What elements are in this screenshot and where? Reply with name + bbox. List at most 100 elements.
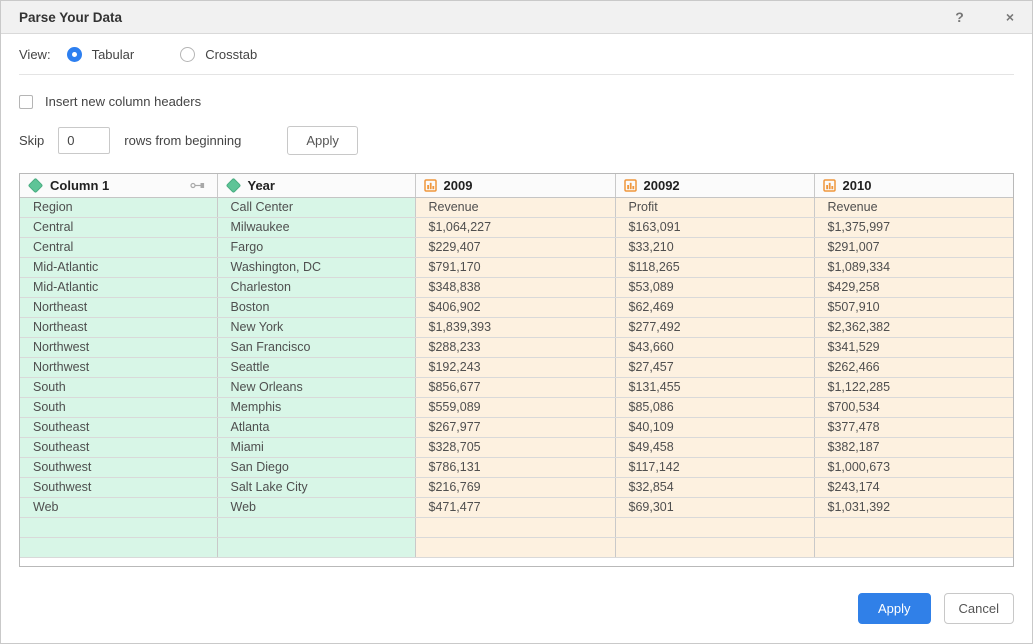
table-cell: Atlanta [216, 417, 415, 438]
table-cell: Region [20, 197, 217, 218]
skip-rows-input[interactable] [58, 127, 111, 154]
table-cell [20, 537, 217, 558]
table-cell: $49,458 [614, 437, 814, 458]
table-cell: $85,086 [614, 397, 814, 418]
rows-from-beginning-label: rows from beginning [124, 133, 242, 148]
column-mapping-icon[interactable] [189, 181, 205, 190]
table-cell: San Francisco [216, 337, 415, 358]
table-cell: $429,258 [813, 277, 1013, 298]
table-cell: New Orleans [216, 377, 415, 398]
table-cell: $291,007 [813, 237, 1013, 258]
measure-icon [822, 179, 836, 192]
cancel-button[interactable]: Cancel [943, 593, 1014, 624]
table-cell: Central [20, 217, 217, 238]
table-cell: Southwest [20, 477, 217, 498]
table-cell: $1,122,285 [813, 377, 1013, 398]
table-row: Southwest San Diego $786,131 $117,142 $1,000… [20, 457, 1013, 478]
table-cell: $27,457 [614, 357, 814, 378]
close-icon[interactable]: × [1005, 9, 1014, 25]
table-cell [614, 537, 814, 558]
table-cell: Seattle [216, 357, 415, 378]
radio-crosstab[interactable]: Crosstab [180, 47, 257, 62]
table-body: Region Call Center Revenue Profit Revenue Cen… [20, 197, 1013, 558]
table-cell: $192,243 [414, 357, 615, 378]
table-cell [414, 517, 615, 538]
table-cell: $382,187 [813, 437, 1013, 458]
table-row: Northwest Seattle $192,243 $27,457 $262,466 [20, 357, 1013, 378]
table-cell: Memphis [216, 397, 415, 418]
table-cell: $43,660 [614, 337, 814, 358]
view-selector-row: View: Tabular Crosstab [1, 34, 1032, 74]
column-header-year[interactable]: Year [216, 174, 415, 198]
table-cell [20, 517, 217, 538]
table-cell: $700,534 [813, 397, 1013, 418]
table-cell: $406,902 [414, 297, 615, 318]
table-cell: $33,210 [614, 237, 814, 258]
skip-apply-button[interactable]: Apply [287, 126, 358, 155]
dimension-icon [27, 177, 44, 194]
column-header-label: Year [247, 177, 275, 193]
table-row: South New Orleans $856,677 $131,455 $1,122,2… [20, 377, 1013, 398]
column-header-label: 2009 [443, 177, 473, 193]
table-cell [216, 517, 415, 538]
table-cell: Web [20, 497, 217, 518]
skip-label: Skip [19, 133, 45, 148]
table-cell: Salt Lake City [216, 477, 415, 498]
table-cell: Web [216, 497, 415, 518]
table-cell: $856,677 [414, 377, 615, 398]
column-header-column1[interactable]: Column 1 [20, 174, 217, 198]
table-cell [813, 537, 1013, 558]
table-cell: $348,838 [414, 277, 615, 298]
table-cell: $507,910 [813, 297, 1013, 318]
insert-headers-row[interactable]: Insert new column headers [19, 94, 1014, 109]
table-cell: San Diego [216, 457, 415, 478]
table-cell: $1,839,393 [414, 317, 615, 338]
table-cell: $1,089,334 [813, 257, 1013, 278]
table-cell: $1,064,227 [414, 217, 615, 238]
table-cell: Northwest [20, 337, 217, 358]
section-divider [19, 74, 1014, 75]
table-cell: $328,705 [414, 437, 615, 458]
table-cell: Washington, DC [216, 257, 415, 278]
table-cell: Fargo [216, 237, 415, 258]
table-cell: Revenue [813, 197, 1013, 218]
table-header-row: Column 1 Year [20, 174, 1013, 198]
table-cell: $267,977 [414, 417, 615, 438]
data-preview-table: Column 1 Year [19, 173, 1014, 567]
table-cell: South [20, 397, 217, 418]
column-header-2010[interactable]: 2010 [813, 174, 1013, 198]
table-cell: New York [216, 317, 415, 338]
table-cell: Northwest [20, 357, 217, 378]
insert-headers-label: Insert new column headers [45, 94, 202, 109]
radio-tabular-control[interactable] [66, 47, 82, 62]
table-cell: $288,233 [414, 337, 615, 358]
table-cell: Southwest [20, 457, 217, 478]
table-cell: Mid-Atlantic [20, 257, 217, 278]
radio-tabular[interactable]: Tabular [66, 47, 134, 62]
radio-crosstab-label: Crosstab [205, 47, 258, 62]
table-cell: Call Center [216, 197, 415, 218]
table-row [20, 537, 1013, 558]
table-cell: $1,000,673 [813, 457, 1013, 478]
column-header-2009[interactable]: 2009 [414, 174, 615, 198]
table-cell: Revenue [414, 197, 615, 218]
table-row [20, 517, 1013, 538]
table-row: Northwest San Francisco $288,233 $43,660 $34… [20, 337, 1013, 358]
table-cell: $791,170 [414, 257, 615, 278]
table-cell: $559,089 [414, 397, 615, 418]
column-header-20092[interactable]: 20092 [614, 174, 814, 198]
table-cell: Charleston [216, 277, 415, 298]
radio-crosstab-control[interactable] [180, 47, 196, 62]
table-cell: $229,407 [414, 237, 615, 258]
insert-headers-checkbox[interactable] [19, 94, 33, 109]
table-cell: $471,477 [414, 497, 615, 518]
table-row: Region Call Center Revenue Profit Revenue [20, 197, 1013, 218]
help-icon[interactable]: ? [955, 9, 964, 25]
skip-rows-row: Skip rows from beginning Apply [19, 126, 1014, 155]
apply-button[interactable]: Apply [858, 593, 931, 624]
table-cell: Boston [216, 297, 415, 318]
column-header-label: 20092 [643, 177, 680, 193]
table-row: South Memphis $559,089 $85,086 $700,534 [20, 397, 1013, 418]
table-cell: $243,174 [813, 477, 1013, 498]
table-row: Southwest Salt Lake City $216,769 $32,854 $2… [20, 477, 1013, 498]
